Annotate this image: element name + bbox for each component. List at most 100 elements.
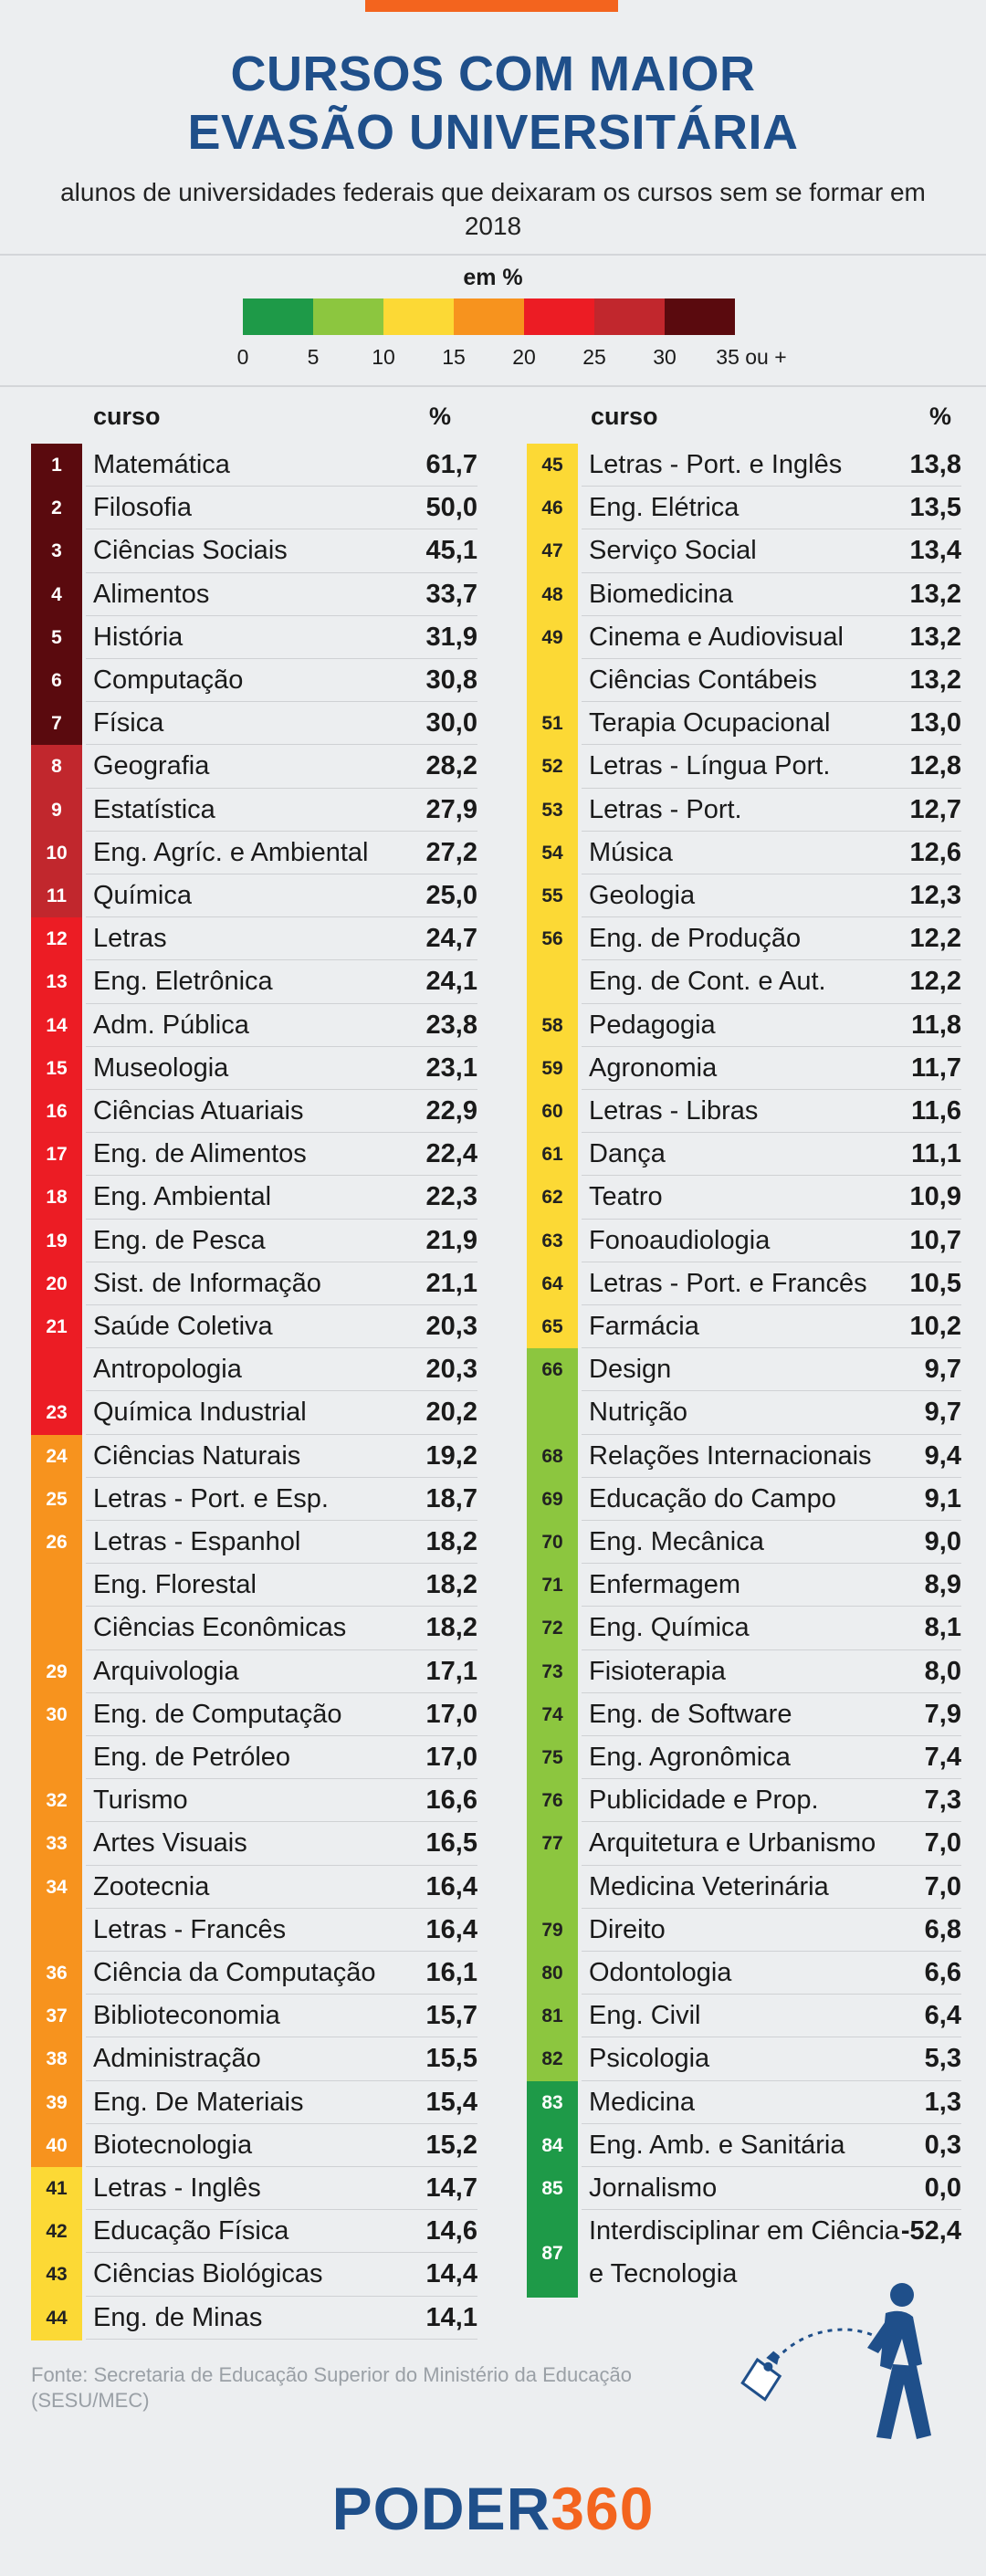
course-percent: 20,3 [425, 1355, 477, 1385]
course-percent: 33,7 [425, 579, 477, 609]
course-percent: 7,0 [924, 1871, 961, 1901]
table-row: 69 Educação do Campo 9,1 [527, 1477, 961, 1522]
row-separator [86, 1907, 477, 1909]
table-row: 76 Publicidade e Prop. 7,3 [527, 1779, 961, 1824]
row-separator [86, 1520, 477, 1521]
row-separator [86, 916, 477, 918]
table-row: 18 Eng. Ambiental 22,3 [31, 1176, 477, 1220]
table-row: 38 Administração 15,5 [31, 2037, 477, 2082]
course-percent: 0,0 [924, 2173, 961, 2203]
rank-badge [31, 1348, 82, 1393]
rank-badge: 49 [527, 615, 578, 660]
rank-badge: 76 [527, 1779, 578, 1824]
course-percent: 8,0 [924, 1656, 961, 1686]
rank-badge: 9 [31, 788, 82, 832]
row-separator [86, 1132, 477, 1134]
table-row: 5 História 31,9 [31, 615, 477, 660]
legend-tick-label: 10 [372, 345, 395, 369]
course-percent: 15,2 [425, 2130, 477, 2160]
row-separator [582, 1304, 961, 1305]
row-separator [582, 1476, 961, 1478]
rank-badge: 16 [31, 1090, 82, 1134]
table-row: 79 Direito 6,8 [527, 1908, 961, 1953]
table-row: 54 Música 12,6 [527, 831, 961, 875]
course-name: Jornalismo [589, 2173, 718, 2203]
rank-badge: 25 [31, 1477, 82, 1522]
row-separator [582, 1864, 961, 1866]
table-row: 64 Letras - Port. e Francês 10,5 [527, 1262, 961, 1306]
table-row: 10 Eng. Agríc. e Ambiental 27,2 [31, 831, 477, 875]
table-row: 77 Arquitetura e Urbanismo 7,0 [527, 1822, 961, 1867]
table-row: 71 Enfermagem 8,9 [527, 1564, 961, 1608]
course-percent: 27,9 [425, 794, 477, 824]
rank-badge: 14 [31, 1003, 82, 1048]
row-separator [86, 2295, 477, 2297]
course-percent: 7,0 [924, 1828, 961, 1859]
course-percent: 27,2 [425, 837, 477, 867]
rank-badge: 32 [31, 1779, 82, 1824]
legend-tick-label: 0 [236, 345, 249, 369]
logo-part-360: 360 [551, 2475, 655, 2542]
course-name: Turismo [93, 1785, 188, 1816]
course-name: Eng. de Software [589, 1699, 792, 1729]
course-percent: 23,1 [425, 1052, 477, 1083]
course-name: Relações Internacionais [589, 1440, 872, 1471]
rank-badge: 84 [527, 2123, 578, 2168]
course-percent: 0,3 [924, 2130, 961, 2160]
rank-badge: 64 [527, 1262, 578, 1306]
course-name: Eng. Ambiental [93, 1182, 272, 1212]
course-percent: 31,9 [425, 622, 477, 652]
course-name: Eng. Amb. e Sanitária [589, 2130, 845, 2160]
row-separator [86, 744, 477, 746]
row-separator [86, 1951, 477, 1952]
rank-badge: 18 [31, 1176, 82, 1220]
course-percent: 16,4 [425, 1914, 477, 1944]
row-separator [582, 1390, 961, 1392]
course-percent: 9,0 [924, 1527, 961, 1556]
course-name: Enfermagem [589, 1570, 741, 1600]
course-name: Eng. Civil [589, 2001, 701, 2031]
table-row: 65 Farmácia 10,2 [527, 1305, 961, 1349]
course-percent: 13,2 [909, 622, 961, 652]
row-separator [582, 1691, 961, 1693]
course-percent: 14,4 [425, 2259, 477, 2289]
rank-badge [527, 1865, 578, 1910]
rank-badge: 33 [31, 1822, 82, 1867]
course-percent: 7,3 [924, 1785, 961, 1816]
rank-badge: 68 [527, 1434, 578, 1479]
row-separator [86, 1347, 477, 1349]
course-percent: 9,4 [924, 1440, 961, 1471]
legend-tick-label: 5 [307, 345, 320, 369]
course-percent: 11,7 [911, 1052, 961, 1083]
table-row: 32 Turismo 16,6 [31, 1779, 477, 1824]
rank-badge: 74 [527, 1692, 578, 1737]
row-separator [582, 1735, 961, 1736]
table-row: 20 Sist. de Informação 21,1 [31, 1262, 477, 1306]
course-name: Eng. Agronômica [589, 1743, 791, 1772]
rank-badge: 17 [31, 1133, 82, 1178]
course-name: Terapia Ocupacional [589, 708, 831, 738]
course-percent: 18,2 [425, 1527, 477, 1556]
course-percent: 8,1 [924, 1613, 961, 1643]
course-percent: 6,4 [924, 2001, 961, 2031]
row-separator [86, 830, 477, 832]
course-percent: 20,2 [425, 1398, 477, 1428]
course-percent: 11,1 [911, 1139, 961, 1169]
rank-badge: 20 [31, 1262, 82, 1306]
course-name: Museologia [93, 1052, 229, 1083]
table-row: 44 Eng. de Minas 14,1 [31, 2296, 477, 2340]
course-percent: 15,7 [425, 2001, 477, 2031]
rank-badge: 23 [31, 1391, 82, 1436]
course-percent: 10,5 [909, 1268, 961, 1298]
table-row: 39 Eng. De Materiais 15,4 [31, 2080, 477, 2125]
title-line-1: CURSOS COM MAIOR [230, 47, 756, 101]
rank-badge: 75 [527, 1736, 578, 1780]
table-row: Ciências Econômicas 18,2 [31, 1607, 477, 1651]
table-row: 73 Fisioterapia 8,0 [527, 1649, 961, 1694]
logo-part-poder: PODER [331, 2475, 551, 2542]
rank-badge: 72 [527, 1607, 578, 1651]
row-separator [86, 2079, 477, 2081]
row-separator [86, 1218, 477, 1220]
table-row: 68 Relações Internacionais 9,4 [527, 1434, 961, 1479]
rank-badge: 81 [527, 1995, 578, 2039]
